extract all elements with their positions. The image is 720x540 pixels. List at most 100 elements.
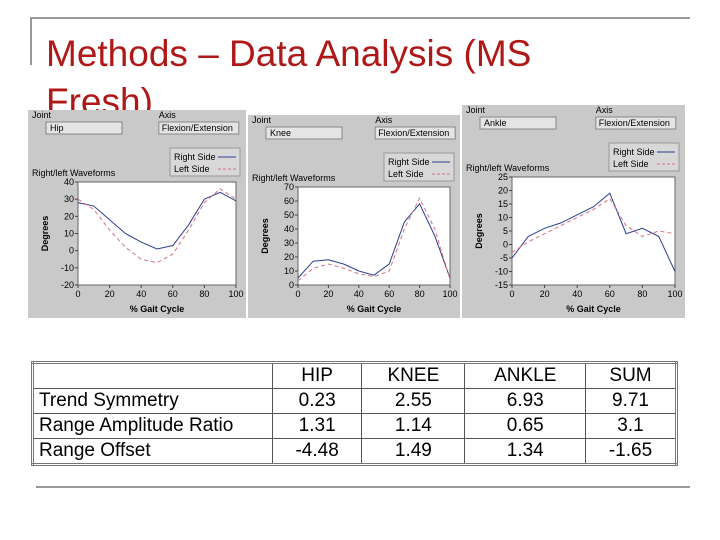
corner-cell xyxy=(32,362,273,389)
results-table: HIP KNEE ANKLE SUM Trend Symmetry 0.23 2.55 6.… xyxy=(31,361,678,466)
x-tick-label: 20 xyxy=(105,289,115,299)
row-label: Trend Symmetry xyxy=(32,388,273,414)
joint-dropdown[interactable] xyxy=(265,126,343,140)
table-row: Range Offset -4.48 1.49 1.34 -1.65 xyxy=(32,438,677,465)
axis-dropdown[interactable] xyxy=(158,121,240,135)
x-tick-label: 60 xyxy=(384,289,394,299)
legend-label: Left Side xyxy=(388,169,424,179)
series-line xyxy=(77,191,237,250)
value-cell: 1.49 xyxy=(361,438,466,465)
series-line xyxy=(511,197,676,254)
legend-label: Right Side xyxy=(174,152,216,162)
chart-title: Right/left Waveforms xyxy=(252,173,336,183)
joint-value: Ankle xyxy=(484,118,507,128)
x-tick-label: 100 xyxy=(442,289,457,299)
joint-dropdown[interactable] xyxy=(479,116,557,130)
axis-label: Axis xyxy=(596,105,614,115)
axis-dropdown[interactable] xyxy=(595,116,677,130)
plot-area xyxy=(77,181,237,286)
legend-label: Left Side xyxy=(174,164,210,174)
y-tick-label: 5 xyxy=(503,226,508,236)
y-tick-label: 0 xyxy=(69,246,74,256)
chart-title: Right/left Waveforms xyxy=(32,168,116,178)
value-cell: 2.55 xyxy=(361,388,466,414)
y-tick-label: 20 xyxy=(498,186,508,196)
value-cell: 1.34 xyxy=(464,438,587,465)
value-cell: 0.23 xyxy=(271,388,363,414)
y-tick-label: 40 xyxy=(284,224,294,234)
series-line xyxy=(297,197,451,282)
value-cell: -1.65 xyxy=(585,438,677,465)
y-tick-label: 70 xyxy=(284,182,294,192)
axis-value: Flexion/Extension xyxy=(599,118,670,128)
joint-value: Knee xyxy=(270,128,291,138)
x-axis-label: % Gait Cycle xyxy=(566,304,621,314)
header-cell: KNEE xyxy=(361,362,466,389)
y-tick-label: 10 xyxy=(498,213,508,223)
series-line xyxy=(511,192,676,272)
y-tick-label: -5 xyxy=(500,253,508,263)
header-cell: SUM xyxy=(585,362,677,389)
axis-value: Flexion/Extension xyxy=(162,123,233,133)
y-axis-label: Degrees xyxy=(40,216,50,252)
x-tick-label: 20 xyxy=(540,289,550,299)
joint-label: Joint xyxy=(252,115,272,125)
y-tick-label: 60 xyxy=(284,196,294,206)
axis-label: Axis xyxy=(375,115,393,125)
x-tick-label: 0 xyxy=(75,289,80,299)
y-tick-label: -10 xyxy=(495,267,508,277)
joint-value: Hip xyxy=(50,123,64,133)
y-tick-label: -20 xyxy=(61,280,74,290)
x-tick-label: 20 xyxy=(323,289,333,299)
y-tick-label: 10 xyxy=(64,229,74,239)
y-tick-label: 40 xyxy=(64,177,74,187)
header-cell: HIP xyxy=(271,362,363,389)
series-line xyxy=(77,188,237,264)
x-axis-label: % Gait Cycle xyxy=(130,304,185,314)
x-tick-label: 60 xyxy=(168,289,178,299)
x-tick-label: 40 xyxy=(572,289,582,299)
joint-label: Joint xyxy=(466,105,486,115)
y-tick-label: 25 xyxy=(498,172,508,182)
y-tick-label: 10 xyxy=(284,266,294,276)
x-tick-label: 100 xyxy=(667,289,682,299)
value-cell: 3.1 xyxy=(585,413,677,439)
joint-dropdown[interactable] xyxy=(45,121,123,135)
value-cell: -4.48 xyxy=(271,438,363,465)
value-cell: 6.93 xyxy=(464,388,587,414)
x-tick-label: 80 xyxy=(637,289,647,299)
legend xyxy=(383,152,455,182)
y-tick-label: 50 xyxy=(284,210,294,220)
x-tick-label: 100 xyxy=(228,289,243,299)
y-tick-label: -10 xyxy=(61,263,74,273)
y-tick-label: 20 xyxy=(284,252,294,262)
series-line xyxy=(297,202,451,279)
x-tick-label: 80 xyxy=(415,289,425,299)
y-axis-label: Degrees xyxy=(260,218,270,254)
x-tick-label: 80 xyxy=(199,289,209,299)
row-label: Range Offset xyxy=(32,438,273,465)
header-cell: ANKLE xyxy=(464,362,587,389)
slide-title: Methods – Data Analysis (MS Fresh) xyxy=(46,33,532,122)
x-axis-label: % Gait Cycle xyxy=(347,304,402,314)
axis-label: Axis xyxy=(159,110,177,120)
value-cell: 1.14 xyxy=(361,413,466,439)
x-tick-label: 40 xyxy=(354,289,364,299)
legend-label: Left Side xyxy=(613,159,649,169)
plot-area xyxy=(511,176,676,286)
legend xyxy=(169,147,241,177)
header-row: HIP KNEE ANKLE SUM xyxy=(32,362,677,389)
legend-label: Right Side xyxy=(613,147,655,157)
axis-dropdown[interactable] xyxy=(374,126,456,140)
x-tick-label: 0 xyxy=(509,289,514,299)
y-tick-label: 30 xyxy=(284,238,294,248)
value-cell: 0.65 xyxy=(464,413,587,439)
x-tick-label: 40 xyxy=(136,289,146,299)
x-tick-label: 60 xyxy=(605,289,615,299)
y-tick-label: 30 xyxy=(64,194,74,204)
y-tick-label: 15 xyxy=(498,199,508,209)
value-cell: 1.31 xyxy=(271,413,363,439)
legend xyxy=(608,142,680,172)
